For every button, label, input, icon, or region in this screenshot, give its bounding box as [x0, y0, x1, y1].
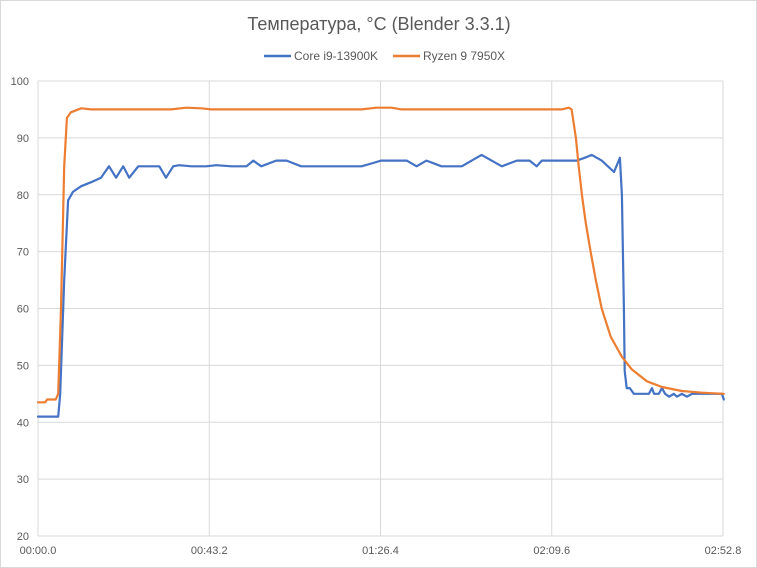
- legend: Core i9-13900K Ryzen 9 7950X: [264, 49, 505, 63]
- y-tick-label: 80: [17, 190, 29, 202]
- y-tick-label: 60: [17, 304, 29, 316]
- x-tick-label: 02:52.8: [705, 545, 742, 557]
- y-tick-label: 50: [17, 360, 29, 372]
- y-tick-label: 20: [17, 531, 29, 543]
- legend-label-ryzen: Ryzen 9 7950X: [423, 49, 505, 63]
- y-tick-label: 100: [11, 76, 29, 88]
- x-tick-label: 00:00.0: [20, 545, 57, 557]
- y-tick-label: 30: [17, 474, 29, 486]
- x-tick-label: 00:43.2: [191, 545, 228, 557]
- chart-title: Температура, °C (Blender 3.3.1): [247, 14, 510, 34]
- x-tick-label: 01:26.4: [362, 545, 399, 557]
- series-line-core-i9: [36, 153, 725, 418]
- x-tick-label: 02:09.6: [533, 545, 570, 557]
- y-tick-label: 90: [17, 133, 29, 145]
- y-tick-label: 70: [17, 247, 29, 259]
- legend-label-core-i9: Core i9-13900K: [294, 49, 378, 63]
- y-tick-label: 40: [17, 417, 29, 429]
- series-line-ryzen: [36, 106, 725, 404]
